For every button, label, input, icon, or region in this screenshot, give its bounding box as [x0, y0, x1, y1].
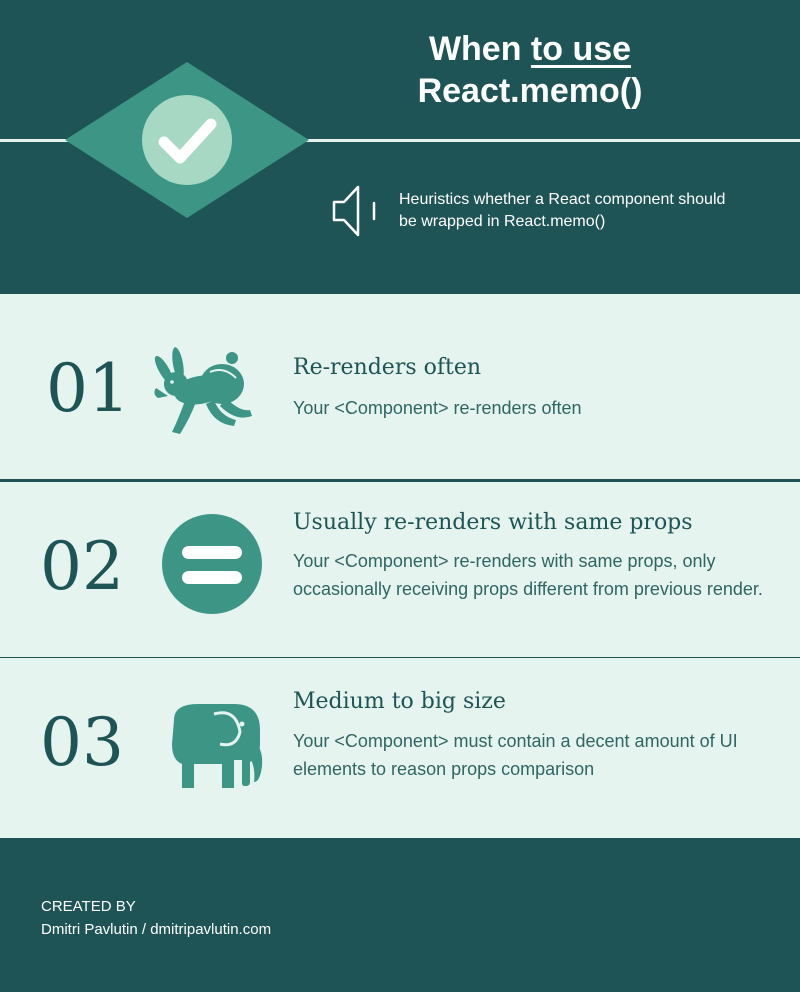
title-line-2: React.memo(): [417, 72, 643, 110]
item-description: Your <Component> re-renders often: [293, 398, 582, 418]
item-number-02: 02: [40, 528, 124, 605]
subtitle: Heuristics whether a React component sho…: [399, 191, 726, 230]
divider: [0, 479, 800, 482]
author-credit: Dmitri Pavlutin / dmitripavlutin.com: [41, 921, 272, 938]
header-rule-left: [0, 139, 70, 142]
page-title: When to use React.memo(): [330, 28, 730, 112]
item-title: Medium to big size: [293, 689, 506, 714]
rabbit-icon: [154, 347, 252, 434]
item-description: Your <Component> must contain a decent a…: [293, 731, 738, 779]
footer: CREATED BY Dmitri Pavlutin / dmitripavlu…: [0, 838, 800, 992]
speaker-icon: [332, 185, 376, 237]
created-by-label: CREATED BY: [41, 898, 136, 915]
title-plain: When: [428, 30, 531, 68]
item-number-01: 01: [46, 350, 130, 427]
item-description: Your <Component> re-renders with same pr…: [293, 551, 763, 599]
equals-icon: [162, 514, 262, 614]
check-badge: [65, 62, 309, 218]
item-title: Re-renders often: [293, 355, 482, 380]
header-rule-right: [305, 139, 800, 142]
title-underlined: to use: [530, 30, 632, 68]
check-mark-icon: [158, 118, 217, 164]
item-number-03: 03: [40, 704, 124, 781]
header: When to use React.memo() Heuristics whet…: [0, 0, 800, 294]
item-title: Usually re-renders with same props: [293, 510, 693, 535]
title-line-1: When to use: [330, 28, 730, 70]
heuristics-list: 01 Re-renders often Your <Component> re-…: [0, 294, 800, 838]
divider: [0, 657, 800, 658]
elephant-icon: [172, 704, 263, 788]
